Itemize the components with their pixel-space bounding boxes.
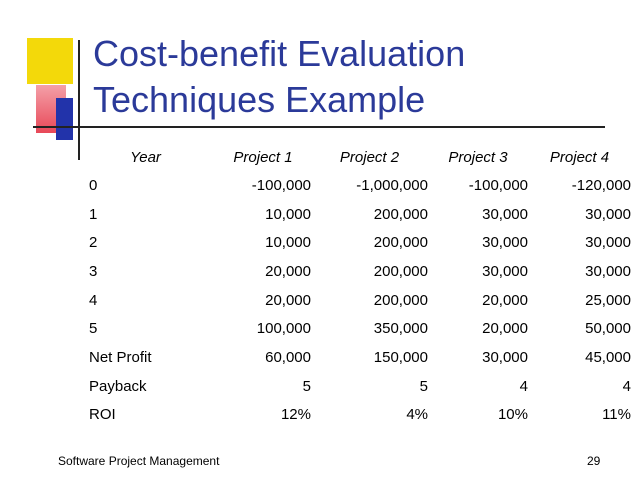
- table-cell: 350,000: [373, 320, 428, 338]
- row-label: 4: [89, 291, 98, 309]
- header-project-2: Project 2: [339, 148, 400, 166]
- table-cell: 20,000: [265, 291, 311, 309]
- table-cell: 4: [519, 377, 528, 395]
- cost-benefit-table: Year Project 1 Project 2 Project 3 Proje…: [76, 143, 631, 429]
- title-underline: [33, 126, 605, 128]
- logo-yellow-square: [27, 38, 73, 84]
- table-row: 3 20,000 200,000 30,000 30,000: [76, 257, 631, 286]
- header-project-3: Project 3: [448, 148, 508, 166]
- table-cell: 20,000: [482, 320, 528, 338]
- table-row: 4 20,000 200,000 20,000 25,000: [76, 286, 631, 315]
- table-cell: -1,000,000: [356, 176, 428, 194]
- header-project-4: Project 4: [549, 148, 610, 166]
- table-cell: 30,000: [585, 262, 631, 280]
- table-cell: 12%: [280, 406, 311, 424]
- header-project-1: Project 1: [233, 148, 293, 166]
- table-cell: 30,000: [482, 262, 528, 280]
- table-cell: 10,000: [265, 205, 311, 223]
- footer-title: Software Project Management: [58, 454, 220, 468]
- table-cell: 20,000: [482, 291, 528, 309]
- table-cell: 30,000: [482, 205, 528, 223]
- row-label: 5: [89, 320, 98, 338]
- row-label: ROI: [89, 406, 116, 424]
- page-number: 29: [587, 454, 601, 468]
- table-cell: 25,000: [585, 291, 631, 309]
- table-cell: 30,000: [585, 234, 631, 252]
- logo-blue-square: [56, 98, 73, 140]
- header-year: Year: [130, 148, 161, 166]
- table-cell: 11%: [602, 406, 631, 424]
- table-row: Payback 5 5 4 4: [76, 372, 631, 401]
- title-line-2: Techniques Example: [93, 79, 426, 120]
- table-row: Net Profit 60,000 150,000 30,000 45,000: [76, 343, 631, 372]
- table-cell: 4: [622, 377, 631, 395]
- table-header-row: Year Project 1 Project 2 Project 3 Proje…: [76, 143, 631, 171]
- row-label: Net Profit: [89, 348, 152, 366]
- table-row: 0 -100,000 -1,000,000 -100,000 -120,000: [76, 171, 631, 200]
- table-cell: 5: [302, 377, 311, 395]
- row-label: Payback: [89, 377, 147, 395]
- table-cell: -100,000: [468, 176, 528, 194]
- table-cell: 20,000: [265, 262, 311, 280]
- table-row: 2 10,000 200,000 30,000 30,000: [76, 228, 631, 257]
- table-cell: 50,000: [585, 320, 631, 338]
- table-cell: 30,000: [482, 348, 528, 366]
- row-label: 3: [89, 262, 98, 280]
- table-cell: 200,000: [373, 205, 428, 223]
- table-cell: -120,000: [571, 176, 631, 194]
- table-cell: 100,000: [256, 320, 311, 338]
- table-cell: 200,000: [373, 291, 428, 309]
- title-line-1: Cost-benefit Evaluation: [93, 33, 466, 74]
- row-label: 2: [89, 234, 98, 252]
- table-row: 1 10,000 200,000 30,000 30,000: [76, 200, 631, 229]
- table-row: ROI 12% 4% 10% 11%: [76, 401, 631, 430]
- table-cell: 5: [419, 377, 428, 395]
- row-label: 1: [89, 205, 98, 223]
- slide-title: Cost-benefit Evaluation Techniques Examp…: [93, 31, 465, 123]
- table-cell: 60,000: [265, 348, 311, 366]
- row-label: 0: [89, 176, 98, 194]
- table-cell: 30,000: [482, 234, 528, 252]
- table-cell: 200,000: [373, 262, 428, 280]
- table-cell: 45,000: [585, 348, 631, 366]
- logo-vertical-rule: [78, 40, 80, 160]
- table-cell: 4%: [406, 406, 428, 424]
- table-row: 5 100,000 350,000 20,000 50,000: [76, 314, 631, 343]
- table-cell: -100,000: [251, 176, 311, 194]
- table-cell: 10%: [497, 406, 528, 424]
- table-cell: 30,000: [585, 205, 631, 223]
- table-cell: 150,000: [373, 348, 428, 366]
- table-cell: 200,000: [373, 234, 428, 252]
- table-cell: 10,000: [265, 234, 311, 252]
